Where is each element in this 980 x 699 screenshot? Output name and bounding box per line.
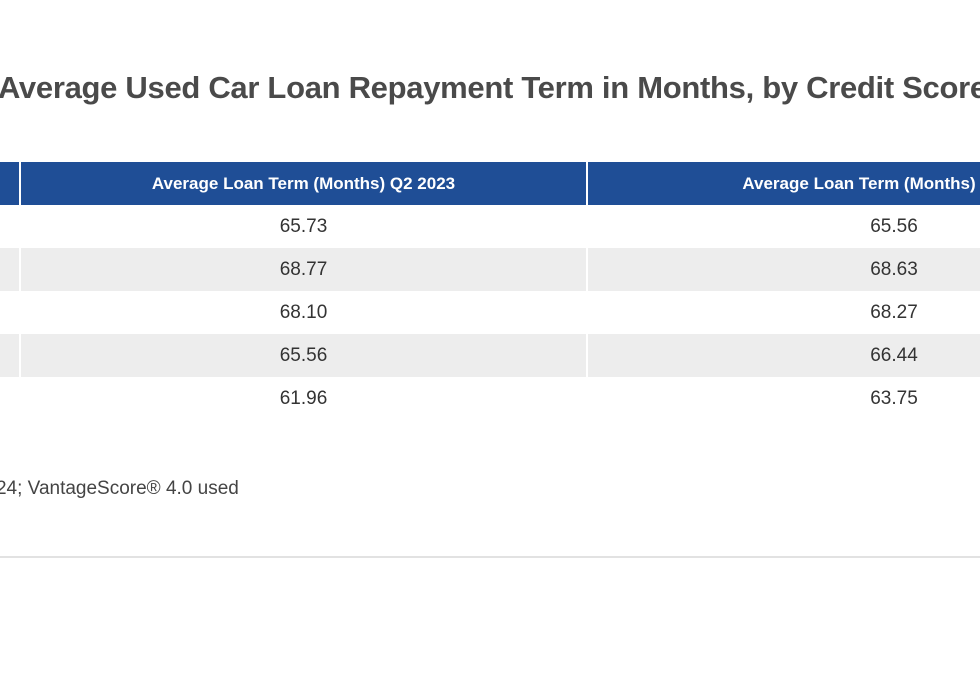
cell-q2-2023: 68.10 <box>279 301 328 323</box>
column-divider <box>586 377 588 420</box>
cell-q2-2023: 61.96 <box>279 387 328 409</box>
table-header-row: Average Loan Term (Months) Q2 2023 Avera… <box>0 162 980 205</box>
table-row: 68.77 68.63 <box>0 248 980 291</box>
table-title: Average Used Car Loan Repayment Term in … <box>0 70 980 106</box>
header-cell-credit-score <box>0 162 19 205</box>
cell-q2-2023: 68.77 <box>279 258 328 280</box>
table-body: 65.73 65.56 68.77 68.63 68.10 68.27 65.5… <box>0 205 980 420</box>
column-divider <box>586 205 588 248</box>
table-row: 61.96 63.75 <box>0 377 980 420</box>
divider <box>0 556 980 558</box>
table-title-text: Average Used Car Loan Repayment Term in … <box>0 70 980 105</box>
column-divider <box>586 334 588 377</box>
column-divider <box>586 291 588 334</box>
column-divider <box>19 205 21 248</box>
column-divider <box>19 248 21 291</box>
header-cell-q2-2023: Average Loan Term (Months) Q2 2023 <box>21 162 586 205</box>
column-divider <box>19 291 21 334</box>
column-divider <box>586 248 588 291</box>
table-row: 68.10 68.27 <box>0 291 980 334</box>
cell-q2-2024: 65.56 <box>870 215 918 237</box>
cell-q2-2023: 65.73 <box>279 215 328 237</box>
cell-q2-2024: 68.63 <box>870 258 918 280</box>
table-row: 65.56 66.44 <box>0 334 980 377</box>
source-footnote: Source: Experian, Q2 2024; VantageScore®… <box>0 478 239 499</box>
header-cell-q2-2024: Average Loan Term (Months) Q2 2024 <box>588 162 980 205</box>
cell-q2-2024: 63.75 <box>870 387 918 409</box>
column-divider <box>19 377 21 420</box>
column-divider <box>19 334 21 377</box>
cell-q2-2024: 68.27 <box>870 301 918 323</box>
cell-q2-2023: 65.56 <box>279 344 328 366</box>
cell-q2-2024: 66.44 <box>870 344 918 366</box>
table-row: 65.73 65.56 <box>0 205 980 248</box>
